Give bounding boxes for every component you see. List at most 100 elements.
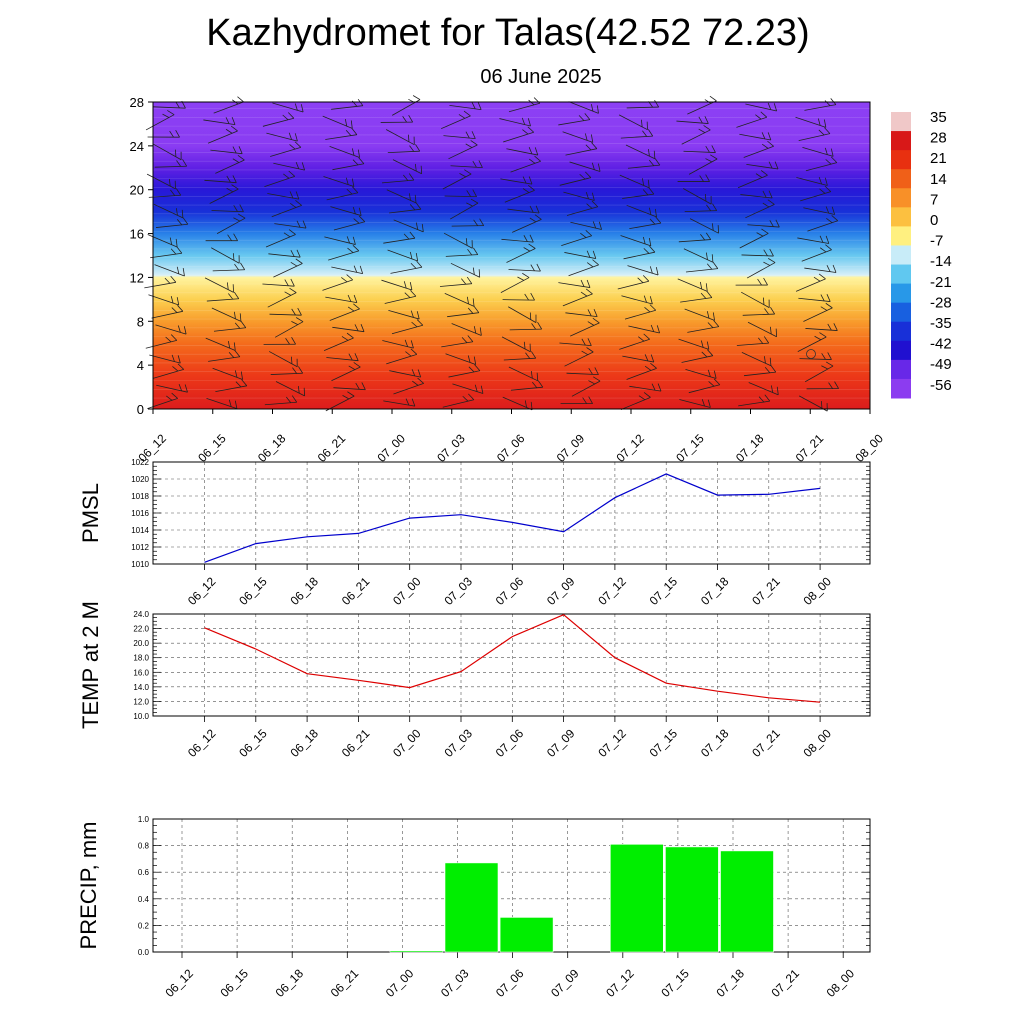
wind-barb-shaft (384, 295, 416, 304)
wind-barb (510, 155, 541, 173)
wind-barb-feather (818, 129, 825, 136)
wind-barb-feather (522, 176, 527, 184)
wind-barb-feather (648, 129, 654, 137)
wind-barb-feather (592, 221, 597, 229)
wind-barb-feather (403, 233, 410, 240)
wind-barb (623, 245, 656, 260)
wind-barb-feather (710, 196, 712, 205)
wind-barb-shaft (386, 353, 417, 365)
wind-barb-feather (176, 246, 183, 254)
wind-barb-feather (462, 395, 469, 402)
wind-barb-feather (529, 312, 532, 320)
wind-barb-feather (296, 220, 301, 228)
colorbar-swatch (891, 169, 911, 189)
wind-barb-shaft (450, 202, 479, 220)
wind-barb (393, 219, 424, 233)
y-tick-label: 16 (130, 227, 144, 242)
wind-barb-feather (763, 356, 766, 364)
wind-barb (380, 114, 414, 123)
wind-barb-feather (776, 386, 779, 395)
x-tick-label: 07_09 (548, 966, 582, 1000)
wind-barb-shaft (558, 282, 591, 288)
wind-barb-feather (295, 258, 303, 264)
wind-barb-shaft (272, 102, 304, 113)
wind-barb-shaft (264, 175, 295, 188)
wind-barb-feather (521, 117, 526, 125)
wind-barb-feather (234, 370, 238, 378)
wind-barb-feather (531, 381, 538, 389)
wind-barb-feather (764, 367, 771, 374)
wind-barb-feather (770, 385, 774, 393)
x-tick-label: 07_00 (390, 574, 424, 608)
x-tick-label: 07_03 (441, 726, 475, 760)
wind-barb-shaft (687, 326, 719, 333)
wind-barb-feather (768, 299, 770, 308)
x-tick-label: 06_18 (255, 431, 289, 465)
wind-barb-feather (237, 96, 244, 103)
wind-barb-feather (649, 245, 656, 253)
wind-barb (571, 376, 601, 397)
wind-barb (205, 337, 236, 351)
wind-barb (806, 381, 839, 390)
wind-barb-feather (592, 250, 597, 259)
wind-barb-feather (711, 254, 714, 263)
wind-barb-feather (764, 394, 771, 402)
wind-barb-feather (291, 395, 298, 403)
wind-barb-feather (417, 369, 422, 378)
wind-barb (562, 288, 593, 307)
wind-barb-feather (472, 267, 475, 275)
wind-barb (323, 332, 354, 351)
x-tick-label: 06_21 (315, 431, 349, 465)
wind-barb (145, 110, 175, 131)
wind-barb (264, 170, 296, 188)
wind-barb (386, 189, 417, 204)
wind-barb-shaft (448, 370, 480, 378)
wind-barb-feather (347, 294, 352, 302)
wind-barb (150, 246, 183, 259)
wind-barb (211, 247, 240, 264)
wind-barb-feather (409, 231, 416, 239)
wind-barb-feather (473, 326, 477, 334)
wind-barb-feather (833, 323, 838, 331)
wind-barb-feather (467, 307, 474, 314)
colorbar-label: -21 (930, 274, 952, 291)
wind-barb-shaft (145, 339, 177, 349)
wind-barb (617, 275, 650, 290)
wind-barb (502, 292, 535, 301)
wind-barb-feather (824, 177, 828, 186)
wind-barb-feather (409, 204, 416, 211)
wind-barb (215, 155, 245, 174)
wind-barb (265, 229, 296, 248)
colorbar-label: 21 (930, 150, 947, 167)
y-tick-label: 24.0 (133, 610, 149, 619)
wind-barb-shaft (798, 133, 831, 141)
wind-barb (443, 232, 473, 249)
wind-barb-feather (763, 336, 770, 344)
wind-barb (449, 101, 482, 110)
wind-barb (323, 176, 355, 187)
wind-barb-feather (534, 147, 539, 156)
wind-barb-feather (826, 294, 831, 302)
wind-barb-feather (232, 158, 240, 163)
wind-barb-shaft (331, 105, 363, 110)
wind-barb-shaft (501, 238, 534, 243)
wind-barb (798, 127, 831, 141)
wind-barb-feather (474, 384, 478, 392)
wind-barb-shaft (444, 195, 477, 198)
wind-barb-shaft (801, 249, 832, 262)
wind-barb-feather (705, 232, 712, 240)
wind-barb-feather (408, 193, 411, 201)
wind-barb (442, 169, 472, 190)
wind-barb (445, 353, 477, 365)
wind-barb (331, 265, 364, 274)
wind-barb-feather (227, 234, 232, 241)
wind-barb-feather (529, 343, 531, 352)
wind-barb-feather (528, 243, 536, 249)
wind-barb-feather (232, 253, 235, 261)
wind-barb-shaft (688, 158, 718, 175)
wind-barb-feather (706, 341, 710, 350)
wind-barb (676, 116, 709, 124)
wind-barb-feather (655, 216, 662, 224)
wind-barb-feather (415, 222, 419, 230)
wind-barb-feather (232, 284, 234, 293)
